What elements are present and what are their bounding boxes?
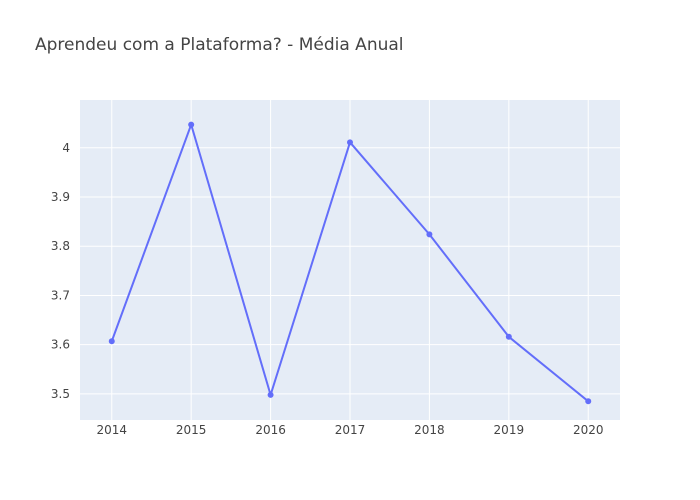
y-tick-label: 3.9: [51, 190, 70, 204]
y-tick-label: 3.8: [51, 239, 70, 253]
x-tick-label: 2017: [335, 423, 366, 437]
data-point[interactable]: [426, 231, 433, 238]
y-tick-label: 4: [62, 141, 70, 155]
x-tick-label: 2015: [176, 423, 207, 437]
x-tick-label: 2019: [494, 423, 525, 437]
x-tick-label: 2016: [255, 423, 286, 437]
data-point[interactable]: [188, 121, 195, 128]
data-point[interactable]: [267, 391, 274, 398]
y-axis-ticks: 3.5 3.6 3.7 3.8 3.9 4: [51, 141, 70, 401]
x-tick-label: 2014: [96, 423, 127, 437]
x-tick-label: 2020: [573, 423, 604, 437]
data-point[interactable]: [505, 333, 512, 340]
y-tick-label: 3.5: [51, 387, 70, 401]
y-tick-label: 3.6: [51, 338, 70, 352]
x-axis-ticks: 2014 2015 2016 2017 2018 2019 2020: [96, 423, 603, 437]
chart-title: Aprendeu com a Plataforma? - Média Anual: [35, 35, 404, 55]
y-tick-label: 3.7: [51, 288, 70, 302]
x-tick-label: 2018: [414, 423, 445, 437]
grid-lines: [80, 100, 620, 420]
data-point[interactable]: [108, 338, 115, 345]
data-point[interactable]: [347, 139, 353, 146]
series-layer: [108, 121, 592, 405]
data-point[interactable]: [585, 398, 592, 405]
